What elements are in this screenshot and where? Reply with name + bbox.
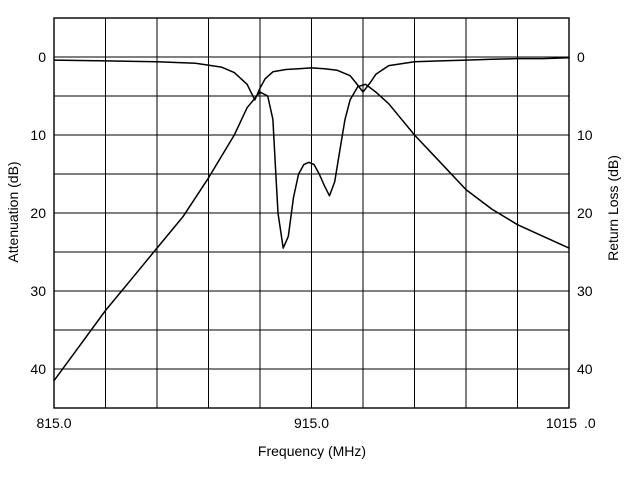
- y-tick-label-right: 20: [577, 205, 593, 221]
- series-line-return-loss: [53, 83, 570, 382]
- y-tick-label-right: 30: [577, 283, 593, 299]
- y-axis-label-left: Attenuation (dB): [5, 161, 21, 262]
- series-group: [53, 57, 570, 382]
- y-tick-label-left: 10: [30, 127, 46, 143]
- x-tick-label: 815.0: [36, 415, 71, 431]
- y-tick-label-left: 20: [30, 205, 46, 221]
- x-tick-label: 1015: [546, 415, 577, 431]
- y-tick-label-left: 40: [30, 361, 46, 377]
- x-axis-label: Frequency (MHz): [258, 443, 366, 459]
- plot-frame: [53, 17, 570, 409]
- tick-labels: 0 0 10 10 20 20 30 30 40 40 815.0 915.0 1015 .0: [30, 49, 595, 431]
- y-axis-label-right: Return Loss (dB): [605, 155, 621, 261]
- y-tick-label-left: 0: [38, 49, 46, 65]
- x-tick-label: 915.0: [294, 415, 329, 431]
- grid: [53, 17, 570, 409]
- series-line-attenuation: [53, 57, 570, 101]
- y-tick-label-right: 10: [577, 127, 593, 143]
- x-tick-label-suffix: .0: [584, 415, 596, 431]
- y-tick-label-left: 30: [30, 283, 46, 299]
- y-tick-label-right: 40: [577, 361, 593, 377]
- y-tick-label-right: 0: [577, 49, 585, 65]
